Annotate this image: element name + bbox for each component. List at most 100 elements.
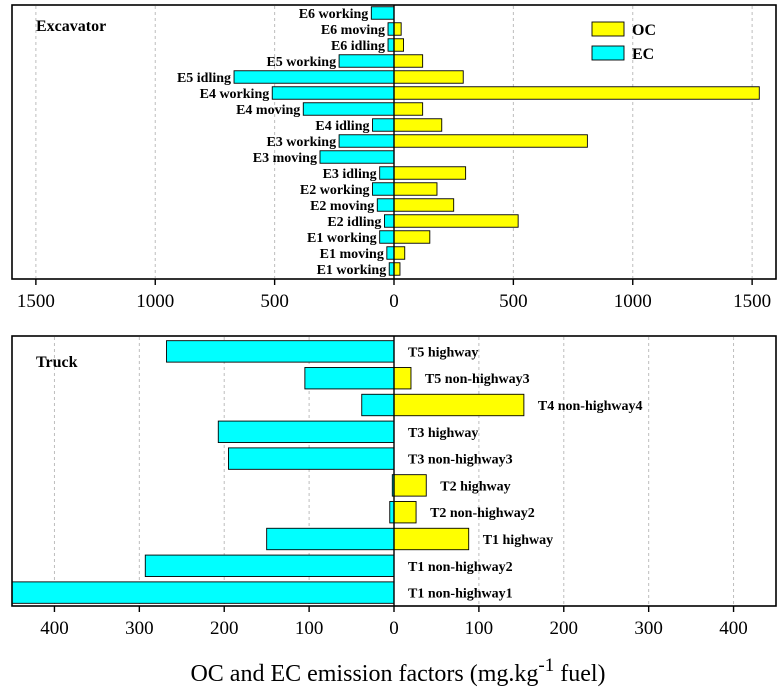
x-tick-label: 0: [389, 291, 399, 312]
legend-label: OC: [632, 22, 656, 39]
ec-bar: [379, 166, 395, 180]
category-label: T1 non-highway2: [408, 560, 513, 575]
oc-bar: [393, 474, 427, 497]
category-label: E6 idling: [331, 39, 385, 54]
ec-bar: [388, 262, 395, 276]
ec-bar: [302, 102, 395, 116]
category-label: T1 non-highway1: [408, 587, 513, 602]
legend-label: EC: [632, 46, 654, 63]
x-tick-label: 1500: [17, 291, 55, 312]
oc-bar: [393, 198, 455, 212]
category-label: E3 idling: [323, 167, 377, 182]
ec-bar: [166, 340, 395, 363]
category-label: T3 non-highway3: [408, 453, 513, 468]
x-tick-label: 500: [260, 291, 289, 312]
ec-bar: [361, 393, 395, 417]
x-tick-label: 200: [210, 618, 239, 639]
oc-bar: [393, 367, 412, 390]
ec-bar: [338, 134, 395, 148]
category-label: E6 moving: [321, 23, 385, 38]
x-tick-label: 1000: [614, 291, 652, 312]
ec-bar: [387, 38, 395, 52]
ec-bar: [387, 22, 395, 36]
ec-bar: [228, 447, 395, 470]
ec-bar: [376, 198, 395, 212]
ec-bar: [372, 182, 395, 196]
ec-bar: [386, 246, 395, 260]
x-tick-label: 0: [389, 618, 399, 639]
category-label: E5 idling: [177, 71, 231, 86]
oc-bar: [393, 393, 525, 417]
oc-bar: [393, 38, 405, 52]
category-label: E4 moving: [236, 103, 300, 118]
category-label: T5 non-highway3: [425, 372, 530, 387]
ec-bar: [338, 54, 395, 68]
ec-bar: [319, 150, 395, 164]
oc-bar: [393, 86, 760, 100]
category-label: E2 working: [300, 183, 370, 198]
oc-bar: [393, 102, 424, 116]
x-tick-label: 300: [125, 618, 154, 639]
oc-bar: [393, 22, 402, 36]
x-axis-label-tail: fuel): [554, 661, 605, 687]
oc-bar: [393, 134, 588, 148]
category-label: E1 moving: [320, 247, 384, 262]
ec-bar: [384, 214, 395, 228]
category-label: E4 working: [200, 87, 270, 102]
panel-title: Excavator: [36, 18, 106, 35]
category-label: E5 working: [266, 55, 336, 70]
oc-bar: [393, 262, 401, 276]
legend-swatch: [591, 21, 625, 37]
ec-bar: [217, 420, 395, 443]
x-tick-label: 200: [550, 618, 579, 639]
x-tick-label: 400: [719, 618, 748, 639]
category-label: E1 working: [307, 231, 377, 246]
x-tick-label: 500: [499, 291, 528, 312]
truck-panel: T5 highway T5 non-highway3 T4 non-highway4…: [11, 335, 777, 639]
oc-bar: [393, 501, 417, 524]
oc-bar: [393, 70, 464, 84]
oc-bar: [393, 214, 519, 228]
x-tick-label: 300: [634, 618, 663, 639]
x-axis-label-main: OC and EC emission factors (mg.kg: [190, 661, 538, 687]
category-label: E2 idling: [327, 215, 381, 230]
oc-bar: [393, 246, 406, 260]
x-axis-label-superscript: -1: [538, 655, 554, 676]
oc-bar: [393, 182, 438, 196]
category-label: E6 working: [299, 7, 369, 22]
category-label: E3 moving: [253, 151, 317, 166]
category-label: E2 moving: [310, 199, 374, 214]
category-label: T1 highway: [483, 533, 553, 548]
oc-bar: [393, 230, 431, 244]
ec-bar: [304, 367, 395, 390]
x-axis-label: OC and EC emission factors (mg.kg-1 fuel…: [190, 655, 605, 687]
category-label: E3 working: [266, 135, 336, 150]
ec-bar: [266, 527, 395, 551]
category-label: T2 highway: [440, 479, 510, 494]
x-tick-label: 100: [295, 618, 324, 639]
ec-bar: [233, 70, 395, 84]
panel-title: Truck: [36, 354, 78, 371]
ec-bar: [370, 6, 395, 20]
ec-bar: [379, 230, 395, 244]
x-tick-label: 1000: [136, 291, 174, 312]
category-label: E1 working: [317, 263, 387, 278]
oc-bar: [393, 54, 424, 68]
category-label: T4 non-highway4: [538, 399, 643, 414]
oc-bar: [393, 118, 443, 132]
ec-bar: [372, 118, 395, 132]
ec-bar: [11, 581, 395, 604]
x-tick-label: 400: [40, 618, 69, 639]
category-label: T3 highway: [408, 426, 478, 441]
legend-swatch: [591, 45, 625, 61]
x-tick-label: 1500: [733, 291, 771, 312]
ec-bar: [144, 554, 395, 577]
ec-bar: [271, 86, 395, 100]
x-tick-label: 100: [465, 618, 494, 639]
oc-bar: [393, 166, 467, 180]
category-label: T5 highway: [408, 345, 478, 360]
oc-bar: [393, 527, 470, 551]
category-label: E4 idling: [315, 119, 369, 134]
